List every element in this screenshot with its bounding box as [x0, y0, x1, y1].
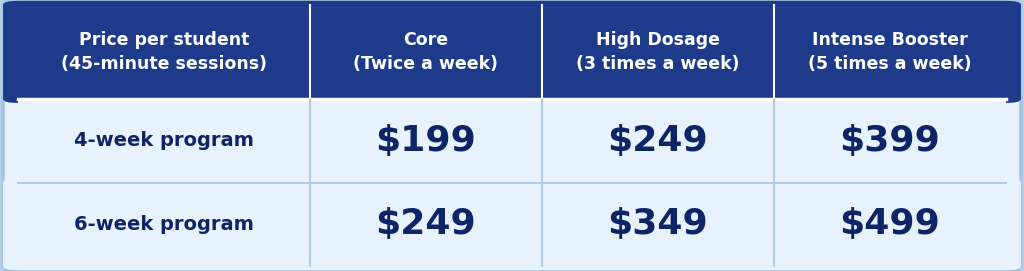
Bar	[18, 61, 1006, 99]
FancyBboxPatch shape	[3, 1, 1021, 103]
Text: $499: $499	[839, 207, 940, 241]
FancyBboxPatch shape	[3, 1, 1021, 270]
Text: $249: $249	[375, 207, 476, 241]
Text: 4-week program: 4-week program	[74, 131, 254, 150]
Bar	[18, 99, 1006, 183]
Text: Price per student
(45-minute sessions): Price per student (45-minute sessions)	[61, 31, 267, 73]
Text: $399: $399	[839, 124, 940, 158]
Bar	[18, 183, 1006, 216]
Text: Intense Booster
(5 times a week): Intense Booster (5 times a week)	[808, 31, 972, 73]
Text: $349: $349	[607, 207, 708, 241]
FancyBboxPatch shape	[3, 179, 1021, 270]
Text: High Dosage
(3 times a week): High Dosage (3 times a week)	[575, 31, 739, 73]
Text: $199: $199	[375, 124, 476, 158]
Text: $249: $249	[607, 124, 708, 158]
Text: Core
(Twice a week): Core (Twice a week)	[353, 31, 498, 73]
Text: 6-week program: 6-week program	[74, 215, 254, 234]
